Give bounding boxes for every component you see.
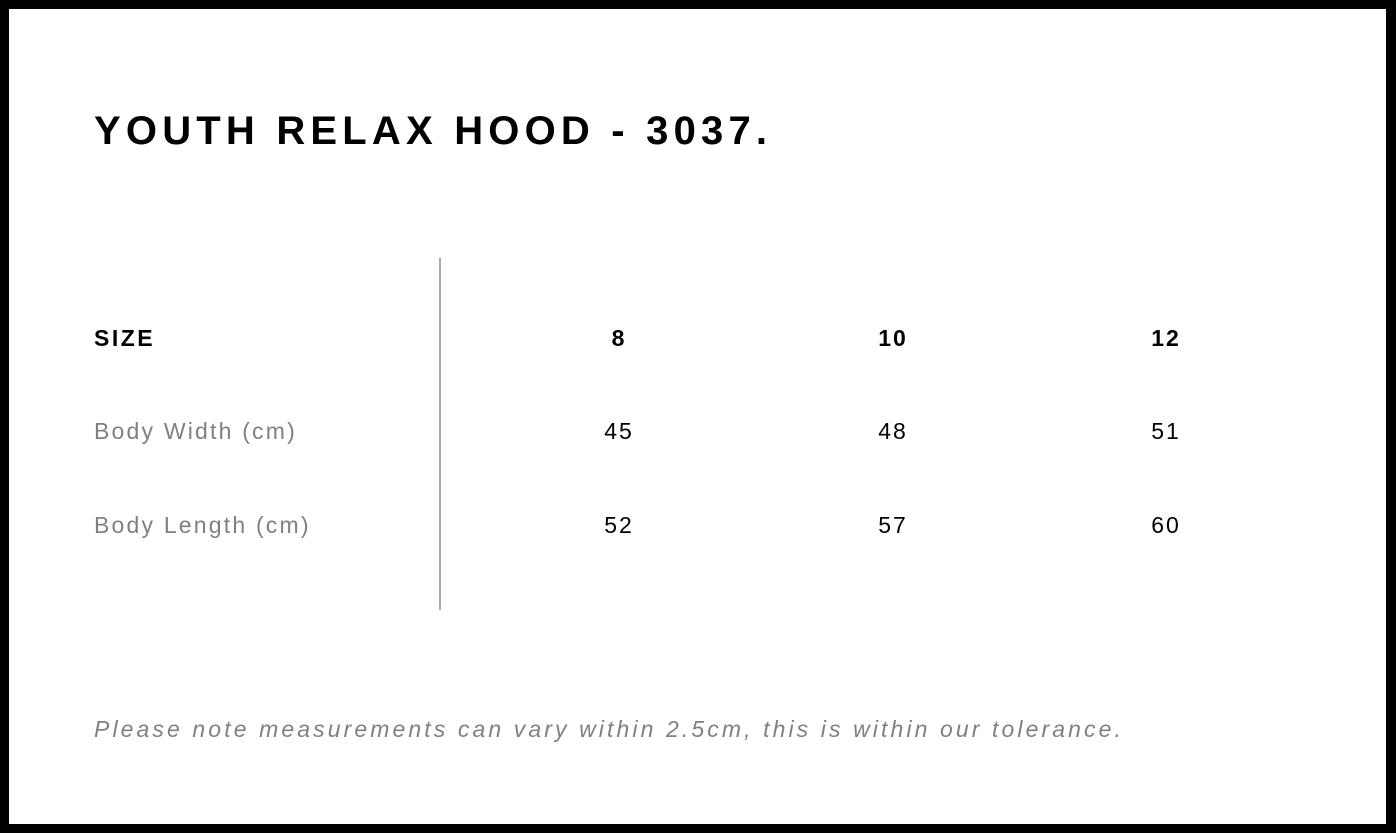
row-label: Body Width (cm) (94, 418, 297, 444)
table-cell: 57 (878, 512, 908, 538)
size-header: SIZE (94, 325, 156, 351)
table-cell: 60 (1151, 512, 1181, 538)
page-title: YOUTH RELAX HOOD - 3037. (94, 109, 773, 153)
column-divider (439, 258, 441, 610)
table-cell: 51 (1151, 418, 1181, 444)
table-cell: 48 (878, 418, 908, 444)
row-label: Body Length (cm) (94, 512, 311, 538)
table-row-body-width: Body Width (cm) 45 48 51 (9, 418, 1386, 448)
table-cell: 52 (604, 512, 634, 538)
table-cell: 45 (604, 418, 634, 444)
tolerance-note: Please note measurements can vary within… (94, 716, 1125, 742)
table-header-row: SIZE 8 10 12 (9, 325, 1386, 355)
size-chart-card: YOUTH RELAX HOOD - 3037. SIZE 8 10 12 Bo… (9, 9, 1386, 824)
size-10-header: 10 (878, 325, 908, 351)
size-8-header: 8 (611, 325, 627, 351)
table-row-body-length: Body Length (cm) 52 57 60 (9, 512, 1386, 542)
size-12-header: 12 (1151, 325, 1181, 351)
